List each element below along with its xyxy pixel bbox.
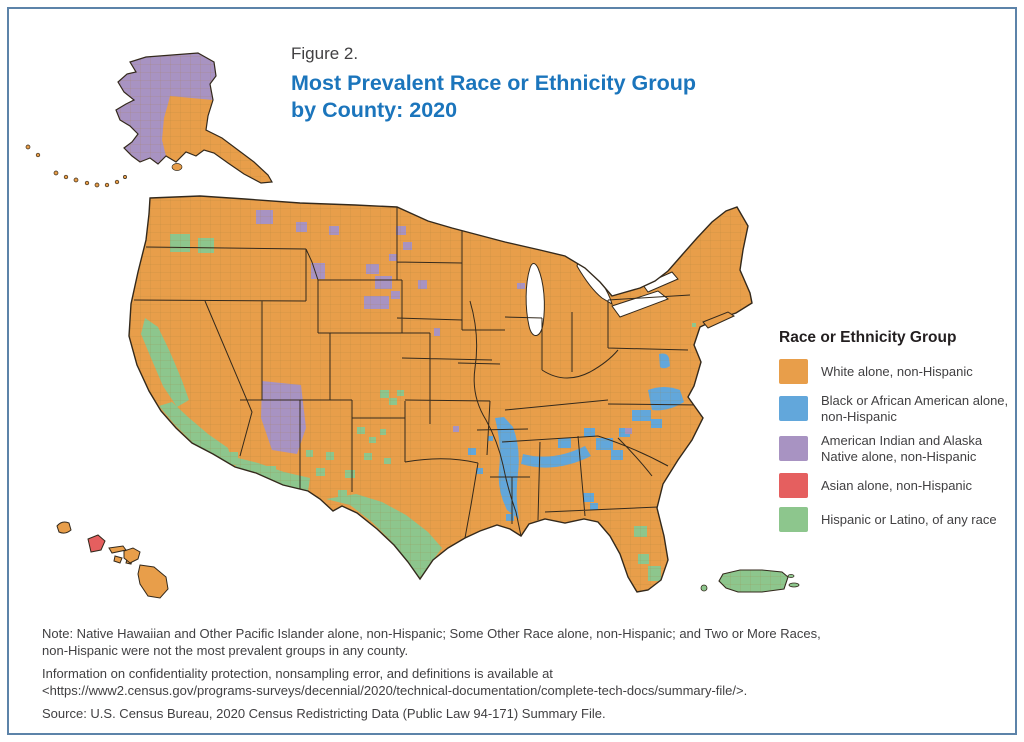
hispanic-swatch xyxy=(779,507,808,532)
legend-label: American Indian and Alaska Native alone,… xyxy=(821,433,983,464)
note-line2: non-Hispanic were not the most prevalent… xyxy=(42,642,409,658)
note-text: Note: Native Hawaiian and Other Pacific … xyxy=(42,626,994,659)
source-text: Source: U.S. Census Bureau, 2020 Census … xyxy=(42,706,606,721)
title-block: Figure 2. Most Prevalent Race or Ethnici… xyxy=(291,44,696,124)
puerto-rico-small-islands xyxy=(700,574,800,592)
info-text: Information on confidentiality protectio… xyxy=(42,666,994,699)
legend-item-asian: Asian alone, non-Hispanic xyxy=(779,473,1021,498)
legend-item-white: White alone, non-Hispanic xyxy=(779,359,1021,384)
aian-alone-swatch xyxy=(779,436,808,461)
hawaii-inset xyxy=(56,521,169,599)
conus-county-texture xyxy=(129,196,752,592)
legend-item-hispanic: Hispanic or Latino, of any race xyxy=(779,507,1021,532)
long-island xyxy=(702,311,736,329)
big-island xyxy=(137,564,169,599)
black-alone-swatch xyxy=(779,396,808,421)
alaska-county-texture xyxy=(116,53,272,183)
info-line2: <https://www2.census.gov/programs-survey… xyxy=(42,682,748,698)
footnotes: Note: Native Hawaiian and Other Pacific … xyxy=(42,626,994,730)
legend-item-aian: American Indian and Alaska Native alone,… xyxy=(779,433,1021,464)
aleutian-islands xyxy=(25,144,183,188)
legend-label: Hispanic or Latino, of any race xyxy=(821,511,997,527)
vieques-island xyxy=(788,582,800,588)
legend-label: Black or African American alone, non-His… xyxy=(821,393,1009,424)
puerto-rico-inset xyxy=(700,569,800,593)
oahu-island-asian xyxy=(87,534,106,553)
map-legend: Race or Ethnicity Group White alone, non… xyxy=(779,329,1021,541)
note-line1: Note: Native Hawaiian and Other Pacific … xyxy=(42,626,821,641)
white-alone-swatch xyxy=(779,359,808,384)
legend-item-black: Black or African American alone, non-His… xyxy=(779,393,1021,424)
alaska-inset xyxy=(25,52,273,188)
legend-label: Asian alone, non-Hispanic xyxy=(821,477,973,493)
legend-label: White alone, non-Hispanic xyxy=(821,363,973,379)
legend-title: Race or Ethnicity Group xyxy=(779,329,957,346)
hawaii-white-alone-islands xyxy=(56,521,169,599)
asian-alone-swatch xyxy=(779,473,808,498)
state-borders xyxy=(133,207,701,539)
kodiak-island xyxy=(171,163,183,171)
molokai-island xyxy=(108,545,127,554)
culebra-island xyxy=(787,574,795,578)
maui-island xyxy=(123,547,141,564)
lake-ontario xyxy=(642,271,679,293)
info-line1: Information on confidentiality protectio… xyxy=(42,666,553,681)
figure-title-line1: Most Prevalent Race or Ethnicity Group xyxy=(291,71,697,95)
kauai-island xyxy=(56,521,72,534)
mona-island xyxy=(700,584,708,592)
figure-title-line2: by County: 2020 xyxy=(291,98,458,122)
conus-map xyxy=(128,195,753,593)
lanai-island xyxy=(113,555,123,564)
figure-label: Figure 2. xyxy=(291,44,359,63)
